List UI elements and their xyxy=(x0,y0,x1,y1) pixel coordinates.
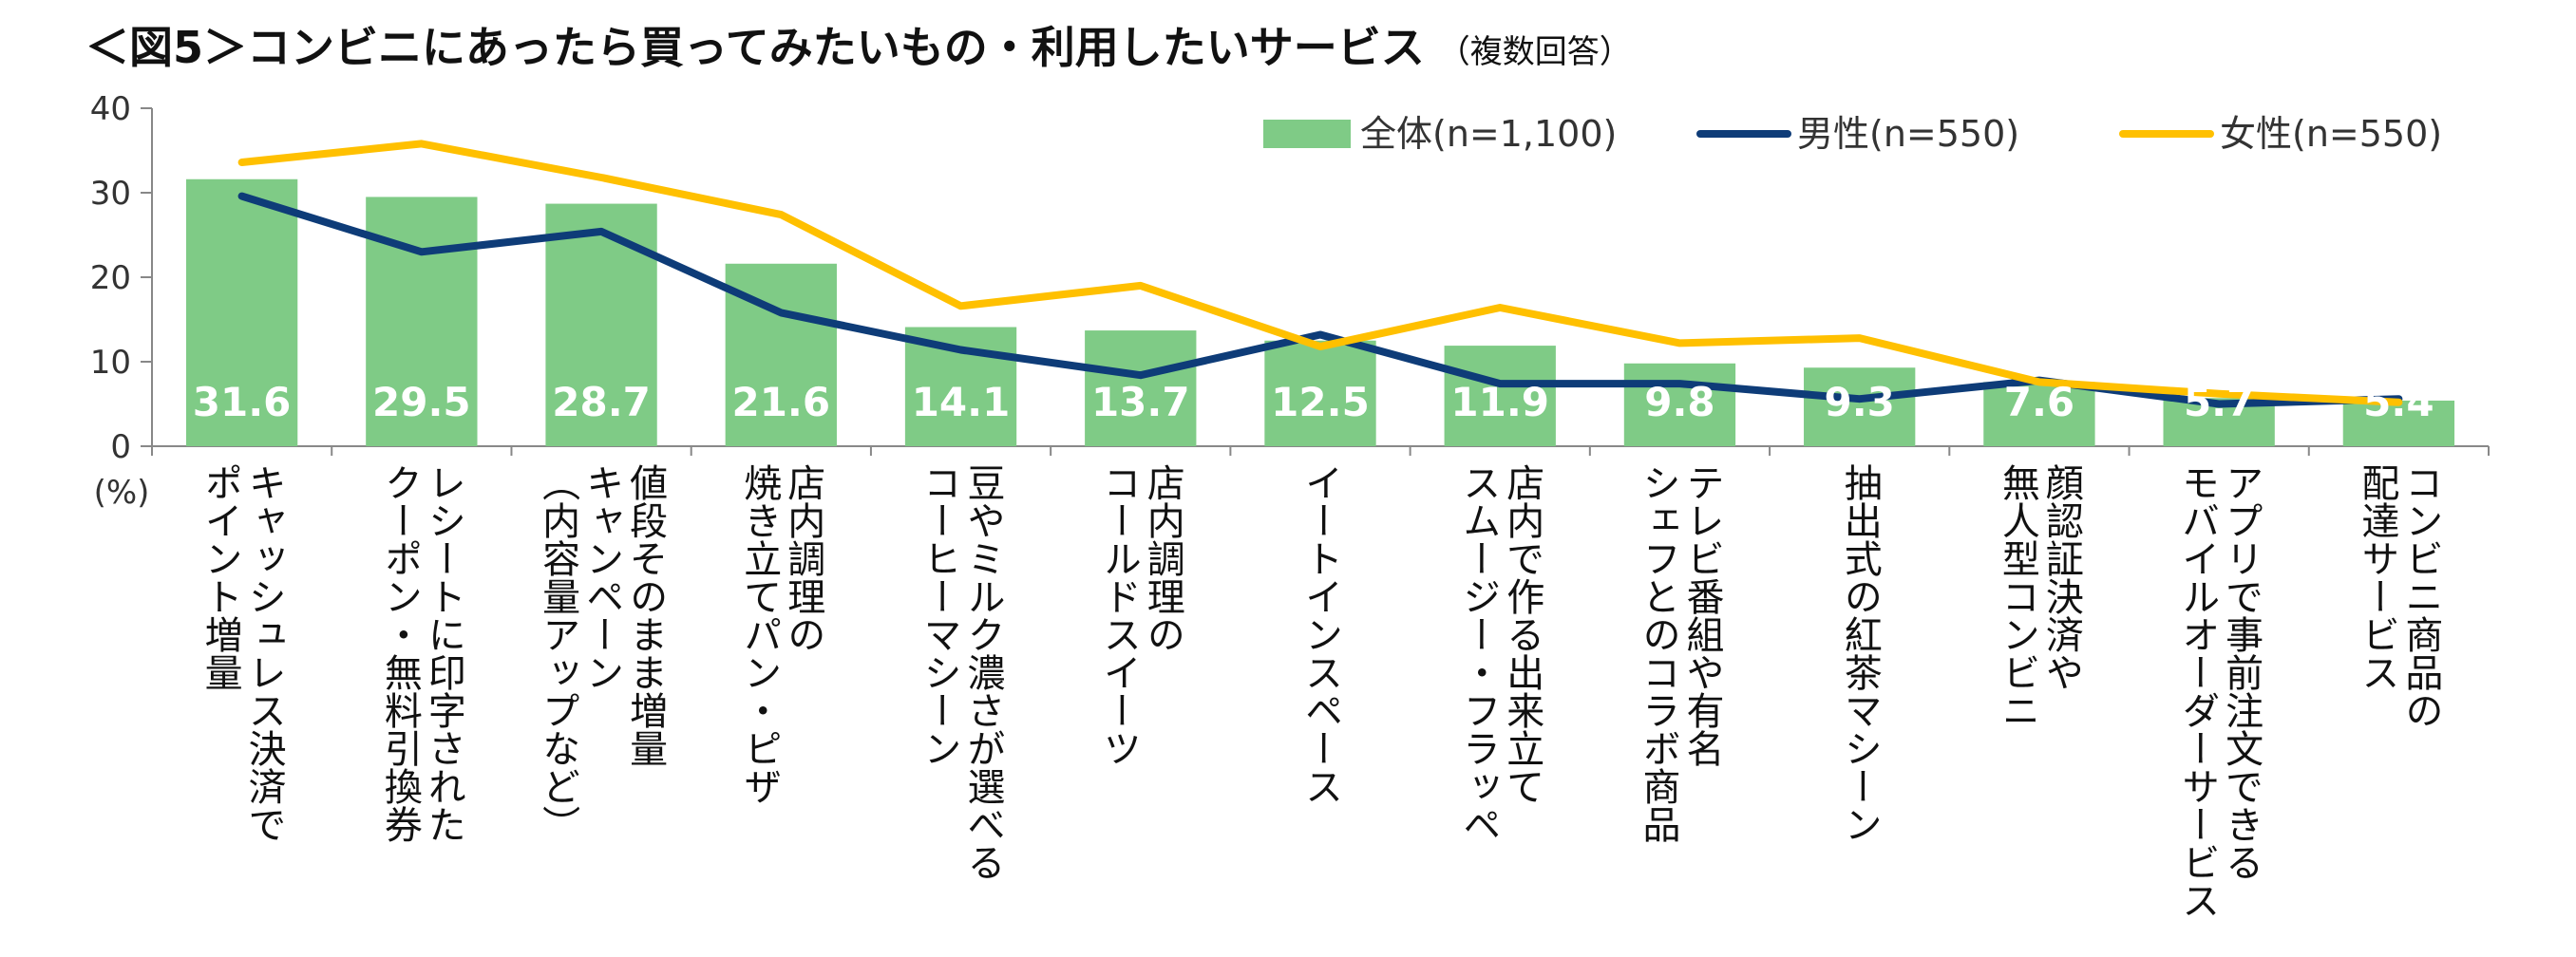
y-tick-label: 0 xyxy=(110,428,131,466)
legend: 全体(n=1,100) 男性(n=550) 女性(n=550) xyxy=(1263,113,2442,155)
chart-title: ＜図5＞コンビニにあったら買ってみたいもの・利用したいサービス （複数回答） xyxy=(85,13,1632,76)
y-tick-label: 20 xyxy=(90,259,131,297)
line-series xyxy=(237,140,2403,408)
data-label: 12.5 xyxy=(1271,379,1370,425)
category-label: 店内調理の xyxy=(1141,463,1184,653)
category-label: コールドスイーツ xyxy=(1097,463,1141,767)
category-label: （内容量アップなど） xyxy=(536,463,580,843)
bar xyxy=(1623,363,1736,446)
bar xyxy=(185,178,298,446)
data-label: 29.5 xyxy=(372,379,471,425)
category-label: モバイルオーダーサービス xyxy=(2175,463,2219,919)
category-label: レシートに印字された xyxy=(422,463,465,843)
category-label: 値段そのまま増量 xyxy=(623,463,668,767)
category-label: 焼き立てパン・ピザ xyxy=(737,463,781,805)
category-label: キャッシュレス決済で xyxy=(242,463,286,843)
chart-subtitle: （複数回答） xyxy=(1437,33,1632,71)
category-label: 店内で作る出来立て xyxy=(1500,463,1544,805)
legend-label: 女性(n=550) xyxy=(2220,113,2442,155)
category-label: 豆やミルク濃さが選べる xyxy=(961,463,1005,881)
category-label: キャンペーン xyxy=(579,463,623,691)
bar xyxy=(1804,367,1916,446)
category-label: 配達サービス xyxy=(2355,463,2398,691)
data-label: 13.7 xyxy=(1091,379,1190,425)
category-label: コンビニ商品の xyxy=(2398,463,2442,729)
data-label: 5.4 xyxy=(2363,379,2434,425)
y-tick-label: 10 xyxy=(90,344,131,382)
category-label: コーヒーマシーン xyxy=(918,463,961,767)
category-label: アプリで事前注文できる xyxy=(2219,463,2263,881)
data-label: 11.9 xyxy=(1450,379,1549,425)
data-label: 14.1 xyxy=(912,379,1011,425)
data-label: 21.6 xyxy=(731,379,830,425)
chart-title-main: ＜図5＞コンビニにあったら買ってみたいもの・利用したいサービス xyxy=(85,22,1425,73)
y-tick-label: 40 xyxy=(90,90,131,128)
category-label: テレビ番組や有名 xyxy=(1679,463,1723,767)
data-label: 9.3 xyxy=(1824,379,1894,425)
category-label: クーポン・無料引換券 xyxy=(378,463,422,843)
legend-label: 男性(n=550) xyxy=(1797,113,2019,155)
category-label: ポイント増量 xyxy=(199,463,242,691)
category-label: シェフとのコラボ商品 xyxy=(1636,463,1679,843)
category-label: 顔認証決済や xyxy=(2039,463,2084,691)
axes: 0 10 20 30 40 (%) xyxy=(90,90,2490,512)
bar xyxy=(1085,330,1197,446)
category-label: 無人型コンビニ xyxy=(1996,463,2039,729)
bar xyxy=(1444,346,1556,446)
y-tick-label: 30 xyxy=(90,175,131,213)
category-label: イートインスペース xyxy=(1298,463,1342,805)
bar xyxy=(1264,340,1376,446)
legend-label: 全体(n=1,100) xyxy=(1360,113,1617,155)
series-line xyxy=(237,140,2403,406)
bar xyxy=(1983,382,2095,446)
data-label: 28.7 xyxy=(552,379,651,425)
bar xyxy=(2342,400,2455,446)
data-label: 7.6 xyxy=(2004,379,2074,425)
data-label: 9.8 xyxy=(1644,379,1714,425)
bar xyxy=(545,203,657,446)
data-label: 31.6 xyxy=(193,379,292,425)
category-label: 店内調理の xyxy=(781,463,824,653)
category-label: 抽出式の紅茶マシーン xyxy=(1838,463,1882,843)
data-label: 5.7 xyxy=(2184,379,2254,425)
data-labels: 31.6 29.5 28.7 21.6 14.1 13.7 12.5 11.9 9.8 9.3 7.… xyxy=(193,379,2434,425)
legend-swatch xyxy=(1263,120,1351,148)
category-label: スムージー・フラッペ xyxy=(1456,463,1500,843)
y-axis-unit: (%) xyxy=(94,474,150,512)
